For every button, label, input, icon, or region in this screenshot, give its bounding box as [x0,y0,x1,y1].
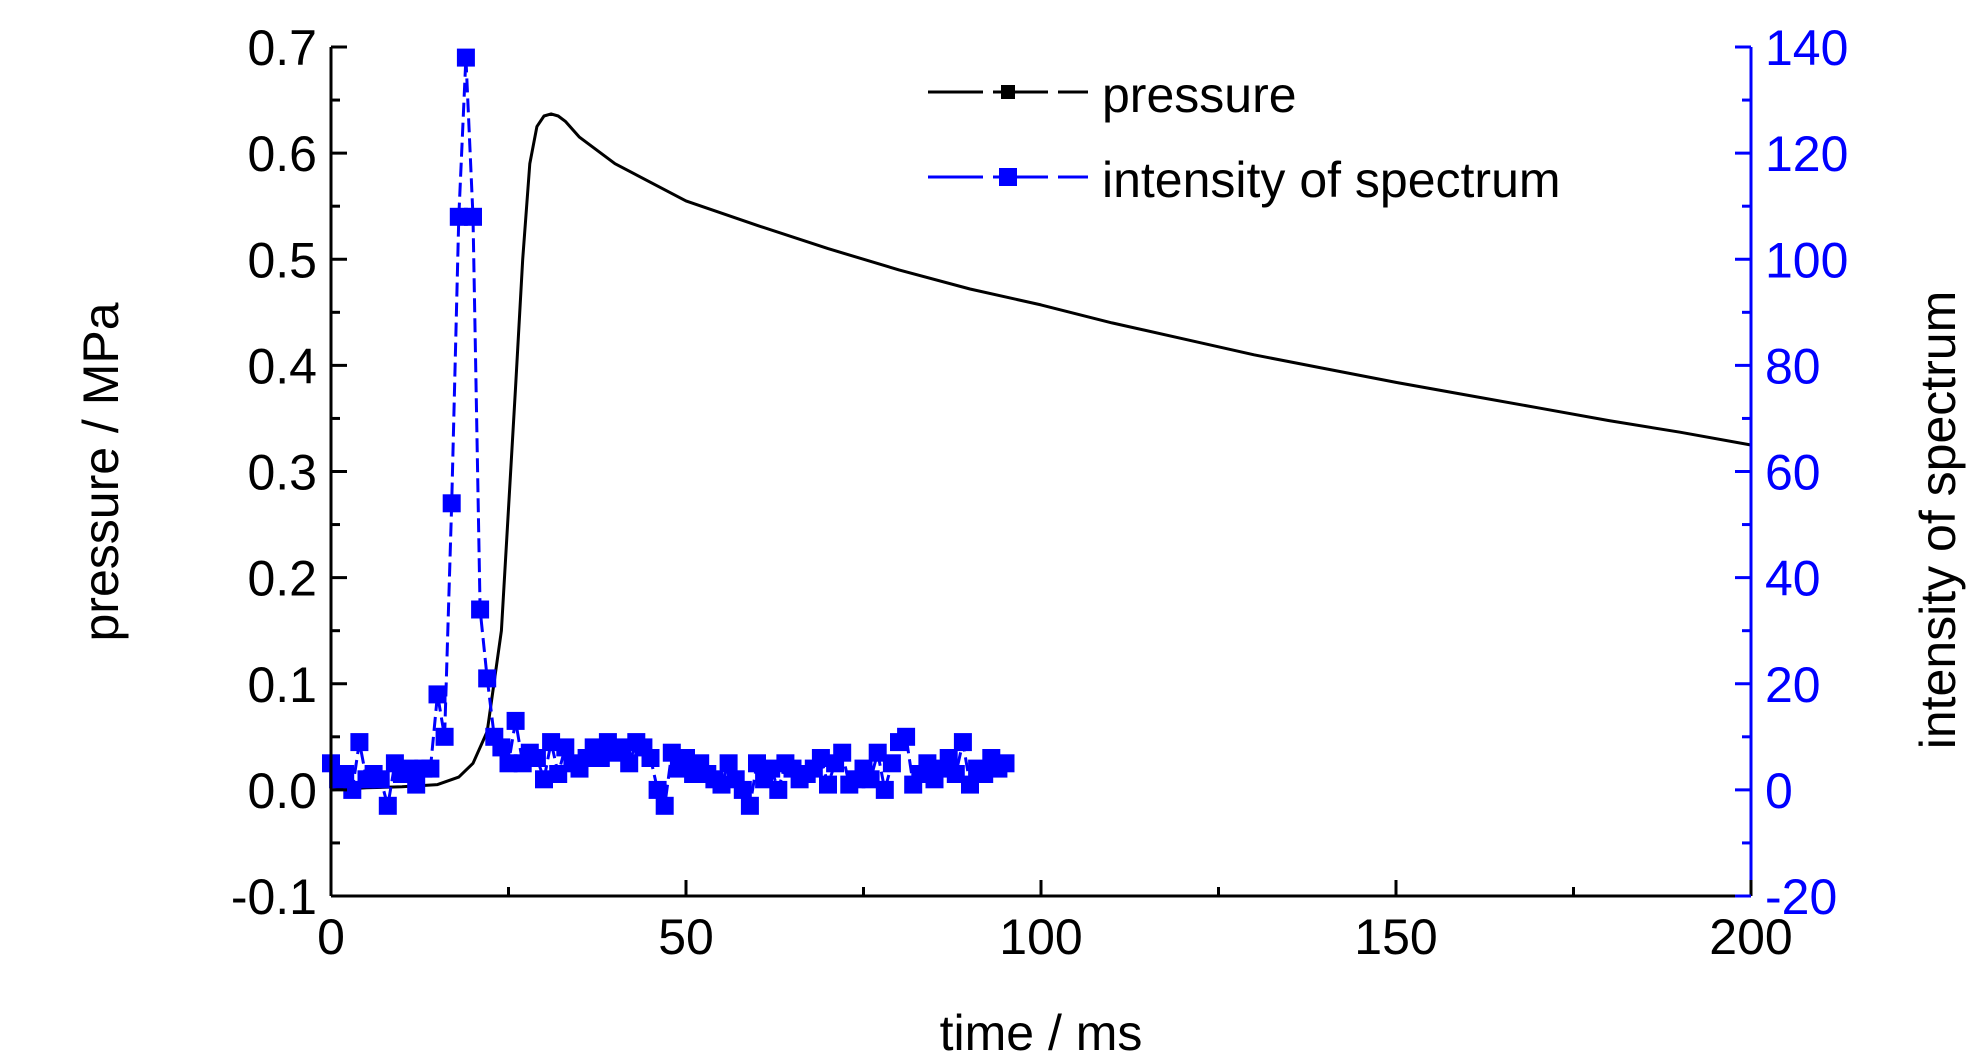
intensity-point [378,796,397,815]
x-tick-label-2: 100 [999,909,1082,965]
y-left-tick-label-2: 0.1 [247,657,317,713]
y-right-tick-label-4: 60 [1765,445,1821,501]
y-right-tick-label-6: 100 [1765,232,1848,288]
intensity-point [811,749,830,767]
intensity-point [748,754,766,773]
intensity-point [946,765,965,783]
intensity-point [641,749,660,767]
intensity-point [996,754,1015,773]
intensity-point [833,743,852,762]
legend-marker-intensity [999,168,1017,186]
left-axis-label: pressure / MPa [73,302,129,641]
intensity-point [478,669,497,688]
intensity-point [336,765,355,783]
intensity-point [428,685,447,704]
intensity-point [733,780,752,799]
legend: pressure intensity of spectrum [928,67,1561,208]
right-axis-label: intensity of spectrum [1910,291,1966,750]
y-right-tick-label-2: 20 [1765,657,1821,713]
intensity-point [769,780,788,799]
y-left-tick-label-5: 0.4 [247,338,317,394]
y-right-tick-label-1: 0 [1765,763,1793,819]
intensity-point [549,765,568,783]
intensity-point [449,207,468,226]
intensity-point [542,733,561,752]
y-left-tick-label-6: 0.5 [247,232,317,288]
series-line-pressure [330,112,1752,792]
intensity-point [535,770,553,789]
intensity-point [421,759,440,778]
intensity-point [492,738,511,757]
y-right-tick-label-7: 120 [1765,126,1848,182]
intensity-point [556,738,575,757]
y-right-tick-label-3: 40 [1765,551,1821,607]
y-left-tick-label-0: -0.1 [231,869,317,925]
intensity-point [371,770,390,789]
y-left-tick-label-8: 0.7 [247,20,317,76]
intensity-point [897,727,916,746]
intensity-point [442,494,461,513]
intensity-point [712,775,731,794]
legend-marker-pressure [1001,85,1015,99]
intensity-point [620,754,639,773]
intensity-point [882,754,901,773]
intensity-point [527,749,546,767]
intensity-point [464,207,482,226]
intensity-point [662,743,681,762]
y-left-tick-label-3: 0.2 [247,551,317,607]
intensity-point [400,759,419,778]
x-axis-label: time / ms [940,1005,1143,1061]
y-right-tick-label-8: 140 [1765,20,1848,76]
y-left-tick-label-4: 0.3 [247,445,317,501]
plot-marks [322,48,1752,815]
intensity-point [456,48,475,67]
legend-item-intensity: intensity of spectrum [928,152,1561,208]
intensity-point [819,775,837,794]
legend-item-pressure: pressure [928,67,1297,123]
intensity-point [953,733,972,752]
intensity-point [677,749,695,767]
legend-label-pressure: pressure [1102,67,1297,123]
axis-ticks: 0 50 100 150 200-0.10.00.10.20.30.40.50.60.7… [231,20,1849,965]
x-tick-label-3: 150 [1354,909,1437,965]
x-tick-label-1: 50 [658,909,714,965]
y-right-tick-label-0: -20 [1765,869,1837,925]
y-left-tick-label-7: 0.6 [247,126,317,182]
intensity-point [343,780,362,799]
intensity-point [762,759,781,778]
intensity-point [868,743,887,762]
intensity-point [655,796,674,815]
intensity-point [506,711,525,730]
intensity-point [350,733,369,752]
y-right-tick-label-5: 80 [1765,338,1821,394]
y-left-tick-label-1: 0.0 [247,763,317,819]
legend-label-intensity: intensity of spectrum [1102,152,1561,208]
intensity-point [613,738,632,757]
intensity-point [407,775,426,794]
intensity-point [591,749,610,767]
intensity-point [961,775,979,794]
intensity-point [471,600,490,619]
intensity-point [435,727,454,746]
intensity-point [648,780,667,799]
intensity-point [939,749,958,767]
intensity-point [740,796,759,815]
intensity-point [499,754,518,773]
intensity-point [861,770,880,789]
x-tick-label-0: 0 [317,909,345,965]
intensity-point [875,780,894,799]
intensity-point [975,765,994,783]
intensity-point [719,754,738,773]
intensity-point [918,754,937,773]
x-tick-label-4: 200 [1709,909,1792,965]
